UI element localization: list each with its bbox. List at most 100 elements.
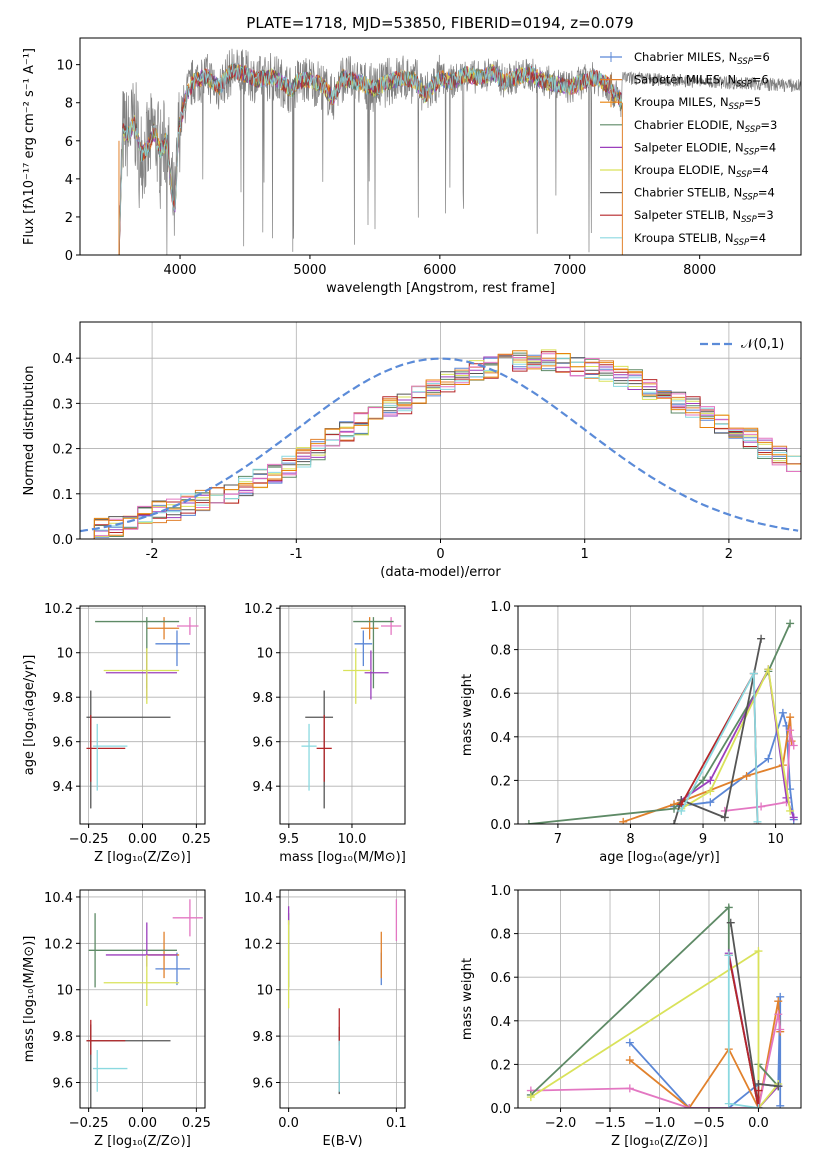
weight-series-7 [727,955,760,1108]
weight-point-2-3 [786,726,795,735]
weight-point-6-3 [757,634,766,643]
y-tick-label: 0.6 [490,687,511,702]
x-tick-label: 9 [699,832,707,847]
x-tick-label: −1.0 [644,1116,676,1131]
legend-label-2: Kroupa MILES, NSSP=5 [634,95,761,112]
weight-point-1-4 [786,713,795,722]
legend-label-0: Chabrier MILES, NSSP=6 [634,50,770,67]
y-tick-label: 10.2 [44,602,73,617]
weight-point-2-5 [776,1025,785,1034]
y-tick-label: 0.8 [490,928,511,943]
y-tick-label: 10 [56,647,73,662]
plot-area [280,890,405,1108]
x-tick-label: 0 [436,547,444,562]
axes-frame [279,605,406,825]
x-tick-label: 2 [725,547,733,562]
x-tick-label: 4000 [163,263,196,278]
y-tick-label: 1.0 [490,884,511,899]
y-tick-label: 0.6 [490,971,511,986]
y-tick-label: 10 [56,984,73,999]
y-tick-label: 9.8 [52,1030,73,1045]
weight-series-5 [680,666,791,812]
weight-point-6-0 [670,820,679,824]
histogram-series-0 [80,354,801,539]
weight-point-5-2 [764,665,773,674]
legend-suffix: =4 [759,140,776,154]
y-tick-label: 10.4 [44,891,73,906]
weight-point-0-3 [778,708,787,717]
weight-point-8-1 [724,1099,733,1108]
weight-series-1 [622,717,793,823]
y-tick-label: 1.0 [490,600,511,615]
y-axis-label: Normed distribution [22,366,37,496]
mass-vs-reddening-panel: 0.0 0.1 9.6 9.8 10 10.2 10.4 E(B-V) [244,889,407,1149]
weight-series-6 [729,922,779,1108]
mass-weight-vs-age-panel: 7 8 9 10 0.0 0.2 0.4 0.6 0.8 1.0 age [log₁₀(age/yr… [460,600,802,865]
legend-name: Salpeter STELIB, N [634,208,741,222]
model-spectrum-8 [118,63,623,255]
weight-point-3-4 [786,619,795,628]
figure-title: PLATE=1718, MJD=53850, FIBERID=0194, z=0… [246,14,633,32]
x-axis-label: wavelength [Angstrom, rest frame] [326,281,555,296]
weight-point-5-1 [754,947,763,956]
legend-name: Kroupa STELIB, N [634,231,734,245]
y-axis-label: mass weight [460,674,475,756]
legend-sub: SSP [745,125,761,135]
legend-suffix: =3 [757,208,774,222]
axes-frame [279,889,406,1109]
histogram-series-2 [80,352,801,539]
x-tick-label: 1 [581,547,589,562]
weight-point-0-2 [764,754,773,763]
x-tick-label: 7 [554,832,562,847]
weight-point-8-2 [753,817,762,824]
y-tick-label: 10 [256,984,273,999]
x-tick-label: 6000 [423,263,456,278]
legend-label-1: Salpeter MILES, NSSP=6 [634,73,769,90]
weight-point-4-1 [706,776,715,785]
weight-series-1 [629,1001,782,1108]
legend-suffix: =4 [749,231,766,245]
legend-name: Salpeter MILES, N [634,73,736,87]
x-tick-label: 10 [767,832,784,847]
weight-point-0-1 [706,798,715,807]
x-tick-label: -1 [290,547,303,562]
x-tick-label: -2 [146,547,159,562]
y-tick-label: 10 [56,59,73,74]
y-tick-label: 10.2 [244,602,273,617]
legend-gaussian-label: 𝒩(0,1) [741,337,784,352]
weight-point-6-2 [720,813,729,822]
y-tick-label: 9.6 [252,736,273,751]
y-tick-label: 6 [65,135,73,150]
y-tick-label: 0.2 [490,1058,511,1073]
legend-suffix: =4 [758,186,775,200]
y-tick-label: 8 [65,97,73,112]
y-tick-label: 0.3 [52,397,73,412]
y-tick-label: 0.1 [52,488,73,503]
y-tick-label: 9.4 [52,780,73,795]
x-tick-label: 8 [626,832,634,847]
weight-point-0-5 [776,992,785,1001]
plot-area [80,349,801,539]
mass-vs-metallicity-panel: −0.25 0.00 0.25 9.6 9.8 10 10.2 10.4 Z [log₁₀(Z/… [22,889,211,1149]
x-tick-label: −0.25 [69,832,109,847]
axes-frame [517,605,802,825]
legend-sub: SSP [736,170,752,180]
weight-point-3-1 [670,804,679,813]
legend-label-8: Kroupa STELIB, NSSP=4 [634,231,766,248]
y-tick-label: 10.4 [244,891,273,906]
x-axis-label: mass [log₁₀(M/M⊙)] [279,850,406,865]
histogram-series-8 [80,353,801,539]
y-tick-label: 0.0 [490,1102,511,1117]
legend-suffix: =6 [753,50,770,64]
y-tick-label: 9.6 [252,1076,273,1091]
legend-name: Kroupa ELODIE, N [634,163,736,177]
y-tick-label: 9.8 [52,691,73,706]
y-tick-label: 10 [256,647,273,662]
weight-point-6-0 [726,918,735,927]
plot-area [280,606,405,824]
weight-point-2-2 [685,1104,694,1108]
x-axis-label: age [log₁₀(age/yr)] [599,850,720,865]
x-tick-label: 0.0 [748,1116,769,1131]
weight-point-2-4 [774,1010,783,1019]
